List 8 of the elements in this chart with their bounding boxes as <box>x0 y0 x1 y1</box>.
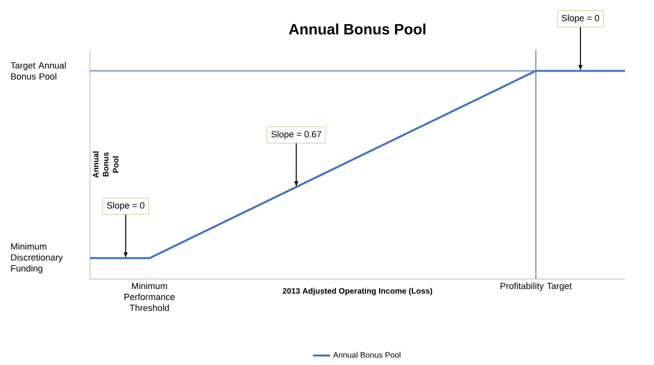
annotation: Slope = 0 <box>107 202 144 210</box>
text: Slope = 0 <box>562 14 600 23</box>
text: Target Annual Bonus Pool <box>10 62 66 80</box>
annotation: Slope = 0.67 <box>271 130 322 140</box>
text: Minimum Discretionary Funding <box>11 243 63 274</box>
x-tick-label: Minimum Performance Threshold <box>124 282 175 312</box>
chart-title: Annual Bonus Pool <box>288 24 426 34</box>
x-tick-label: Profitability Target <box>500 282 572 291</box>
